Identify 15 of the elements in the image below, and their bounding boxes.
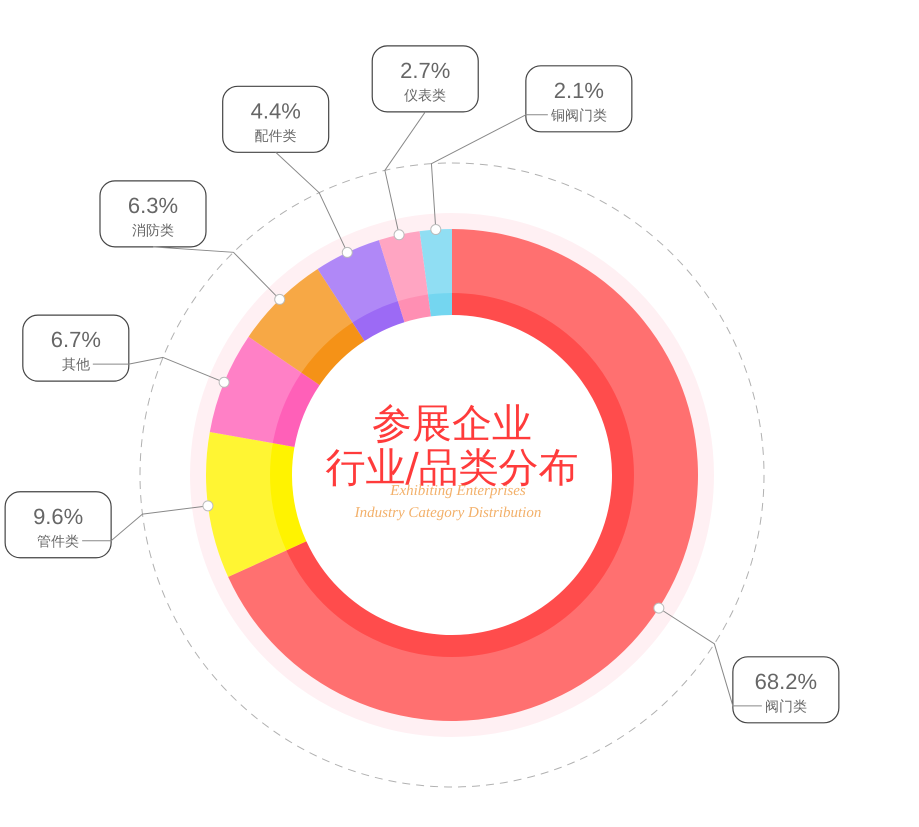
data-label: 6.7% [50,327,101,352]
data-label: 9.6% [33,504,84,529]
data-label: 6.3% [128,192,178,218]
data-label: 4.4% [250,98,301,124]
slice-label: 配件类 [254,128,297,144]
text: 参展企业 [372,401,532,447]
data-label: 2.1% [554,78,604,103]
slice-label: 消防类 [132,222,174,239]
data-label: 68.2% [754,668,818,694]
data-label: 2.7% [400,58,450,83]
slice-label: 仪表类 [404,88,446,104]
slice-label: 铜阀门类 [550,108,607,124]
slice-label: 其他 [62,357,90,374]
slice-label: 管件类 [37,534,80,550]
slice-label: 阀门类 [764,698,807,715]
